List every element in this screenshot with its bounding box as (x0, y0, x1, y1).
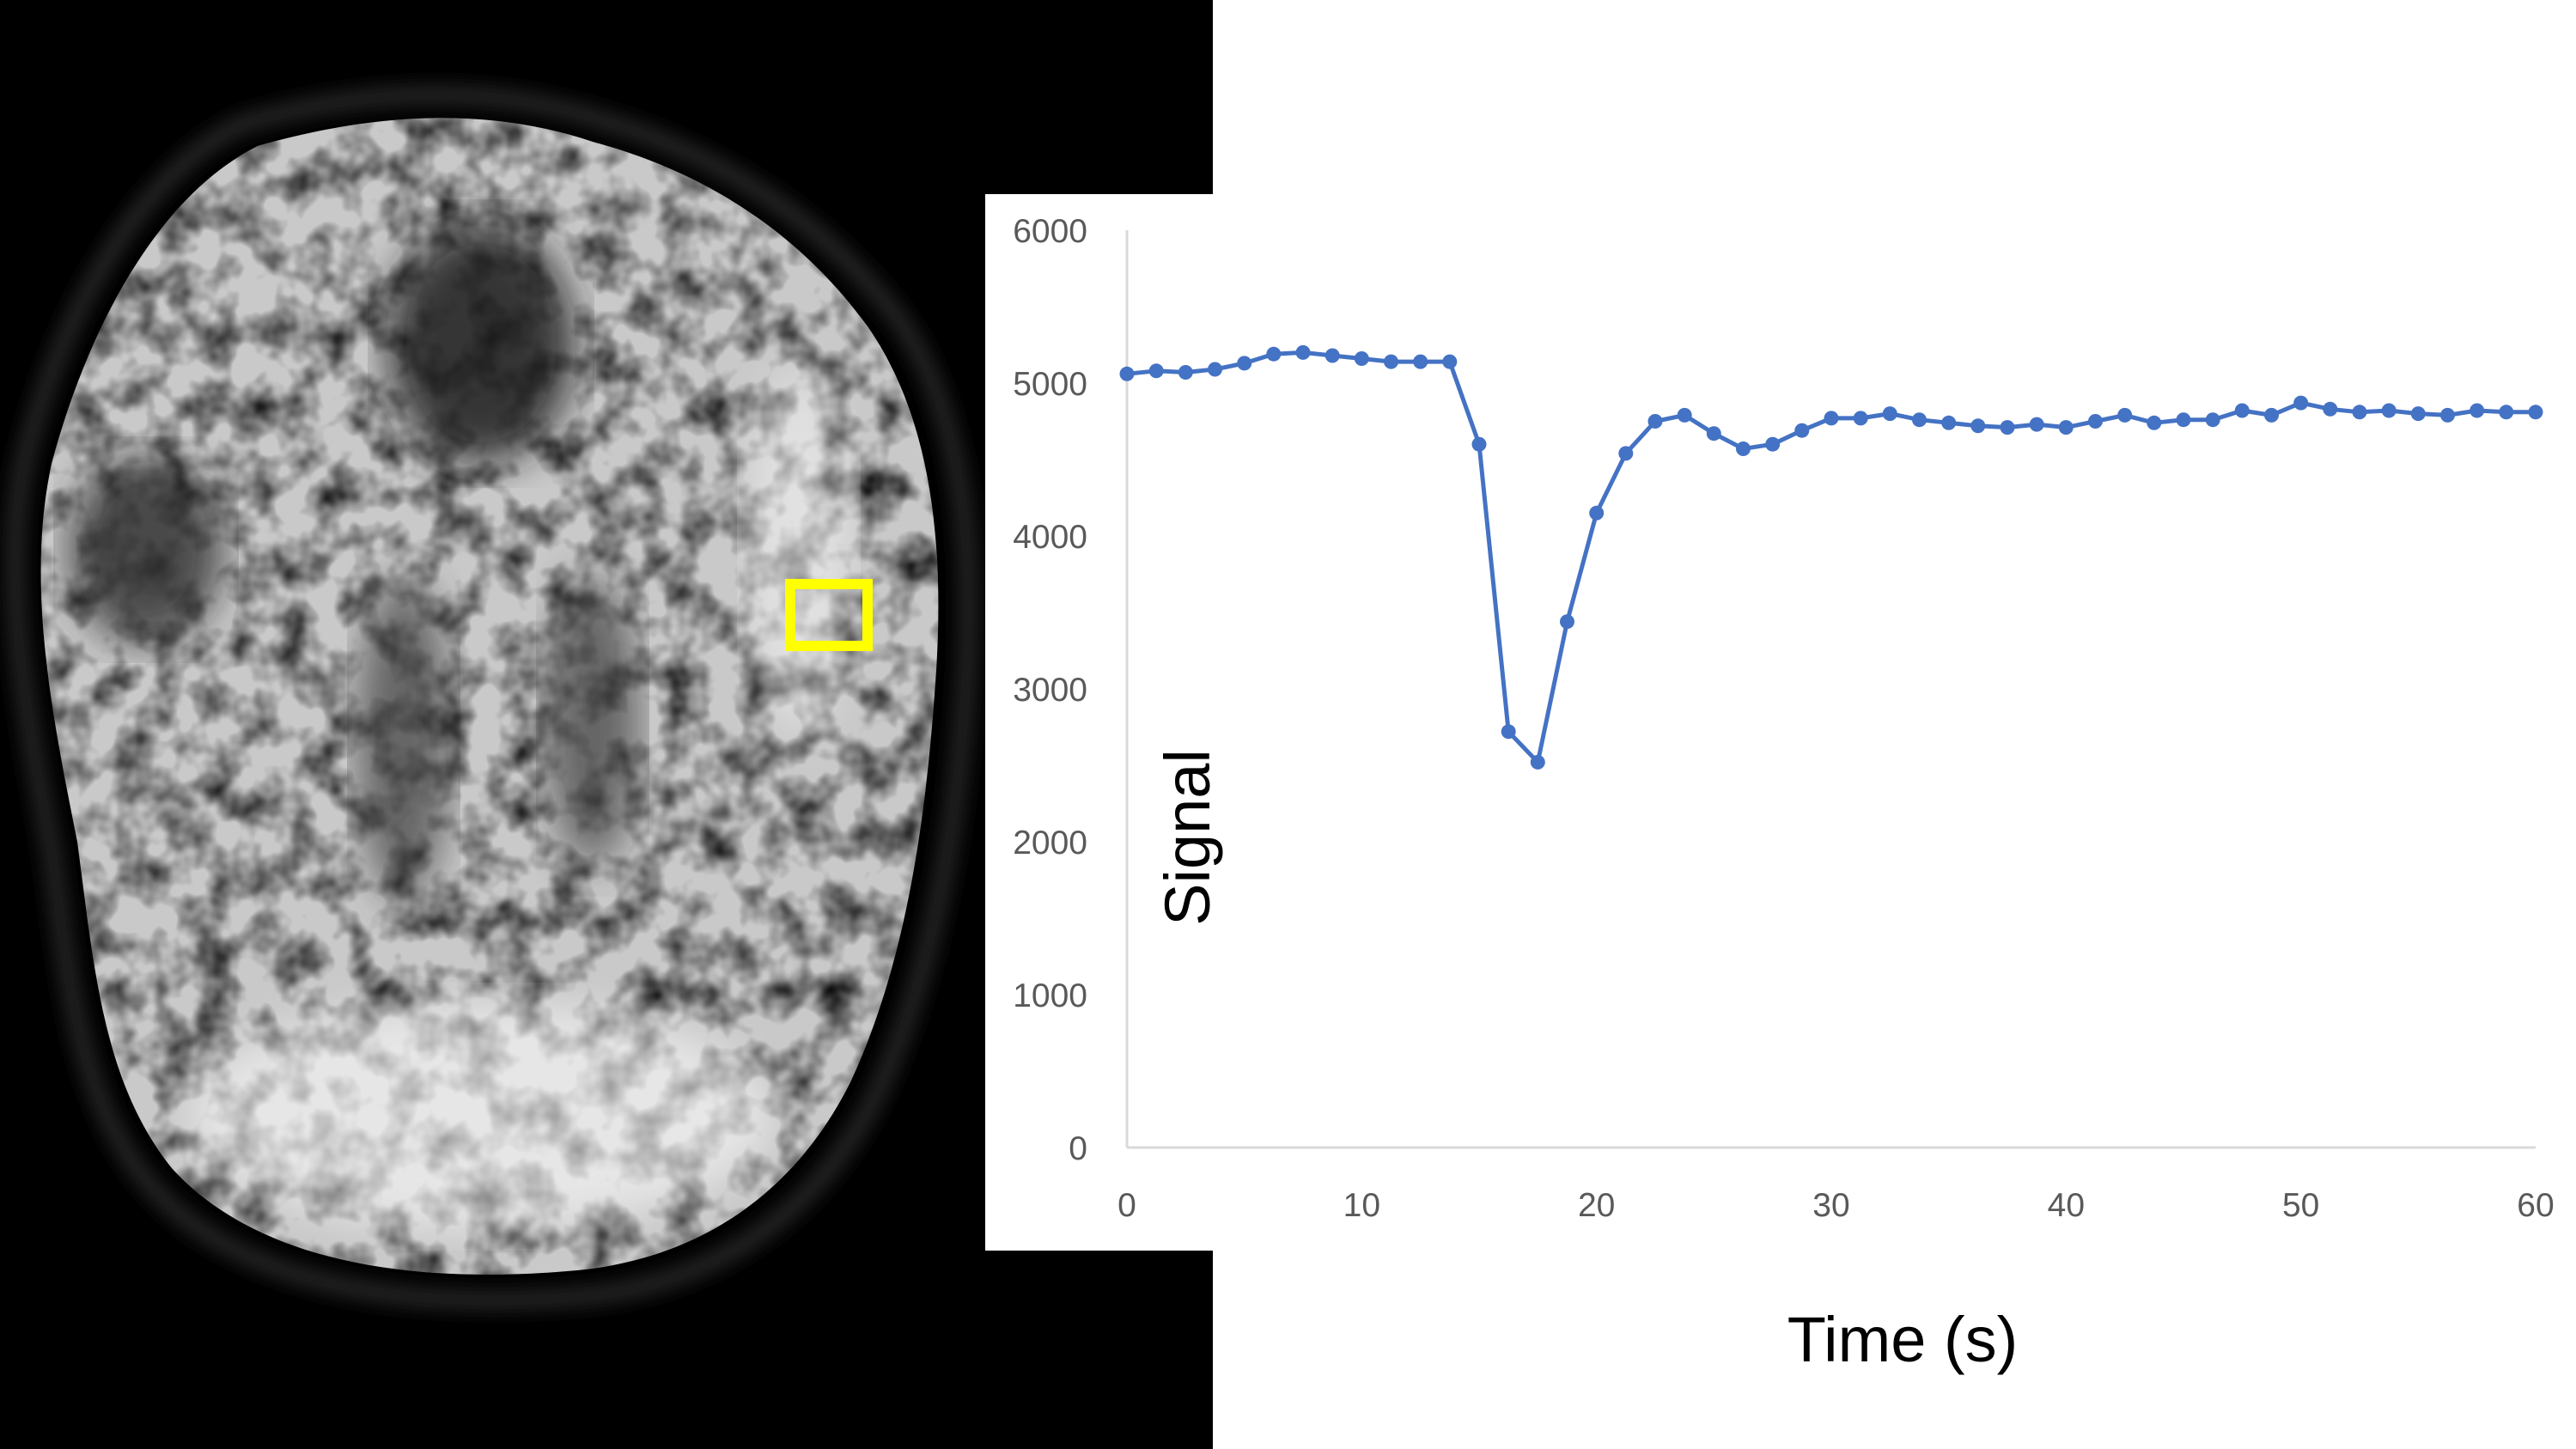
data-point (1706, 426, 1721, 441)
x-tick-label: 10 (1343, 1187, 1380, 1224)
data-point (2469, 403, 2485, 418)
data-point (2234, 403, 2250, 418)
x-tick-label: 30 (1812, 1187, 1849, 1224)
data-point (2440, 407, 2455, 423)
data-point (1970, 418, 1986, 434)
y-tick-label: 5000 (1013, 366, 1087, 403)
data-point (1530, 754, 1545, 770)
x-tick-label: 20 (1578, 1187, 1615, 1224)
data-point (1765, 436, 1781, 452)
y-tick-label: 1000 (1013, 977, 1087, 1014)
chart-background-lower (1213, 1251, 2576, 1449)
y-tick-label: 2000 (1013, 825, 1087, 861)
data-point (1736, 441, 1751, 456)
data-point (1647, 414, 1663, 429)
roi-marker (785, 579, 873, 651)
data-point (2323, 401, 2338, 417)
data-point (1178, 365, 1193, 380)
data-point (2176, 412, 2191, 428)
ventricle-right (545, 575, 640, 868)
series-points (1119, 344, 2543, 770)
data-point (1882, 406, 1897, 422)
data-point (2058, 420, 2074, 435)
data-point (2117, 407, 2133, 423)
data-point (2088, 414, 2103, 429)
bright-region-cortex (747, 369, 850, 730)
x-axis-title: Time (s) (1787, 1304, 2019, 1375)
y-tick-label: 3000 (1013, 672, 1087, 709)
data-point (2264, 407, 2279, 423)
data-point (1295, 344, 1311, 360)
data-point (1912, 412, 1927, 428)
data-point (1824, 411, 1839, 426)
data-point (1325, 348, 1340, 363)
data-point (1618, 446, 1634, 461)
data-point (1384, 354, 1398, 369)
chart-background (985, 194, 2576, 1251)
data-point (1471, 436, 1487, 452)
data-point (2381, 403, 2396, 418)
data-point (1794, 423, 1810, 438)
y-tick-label: 4000 (1013, 519, 1087, 556)
data-point (1560, 614, 1574, 630)
x-tick-label: 0 (1117, 1187, 1136, 1224)
data-point (1941, 415, 1957, 430)
data-point (1853, 411, 1868, 426)
data-point (1237, 356, 1252, 371)
data-point (2293, 395, 2309, 411)
y-tick-label: 0 (1069, 1130, 1087, 1167)
dark-region-frontal (387, 223, 575, 464)
y-tick-label: 6000 (1013, 213, 1087, 250)
data-point (2410, 406, 2426, 422)
data-point (2147, 415, 2162, 430)
x-tick-labels: 0 10 20 30 40 50 60 (1117, 1187, 2555, 1224)
data-point (1589, 505, 1605, 521)
data-point (1119, 366, 1135, 381)
data-point (1442, 354, 1458, 369)
x-tick-label: 60 (2517, 1187, 2554, 1224)
y-axis-title: Signal (1152, 749, 1223, 926)
data-point (2029, 417, 2044, 432)
data-point (1501, 724, 1516, 740)
data-point (1413, 354, 1428, 369)
x-tick-label: 50 (2282, 1187, 2319, 1224)
data-point (1208, 362, 1222, 377)
data-point (2205, 412, 2220, 428)
data-point (1148, 363, 1164, 379)
y-tick-labels: 0 1000 2000 3000 4000 5000 6000 (1013, 213, 1087, 1167)
data-point (1354, 351, 1369, 366)
data-point (2499, 405, 2514, 420)
data-point (1677, 407, 1692, 423)
ventricle-left (356, 575, 451, 902)
data-point (2528, 405, 2543, 420)
data-point (2000, 420, 2015, 435)
skull-outline (9, 88, 975, 1306)
data-point (2352, 405, 2367, 420)
data-point (1266, 346, 1282, 362)
bright-region-posterior (189, 1005, 773, 1228)
x-tick-label: 40 (2048, 1187, 2085, 1224)
dark-region-left (69, 455, 223, 644)
